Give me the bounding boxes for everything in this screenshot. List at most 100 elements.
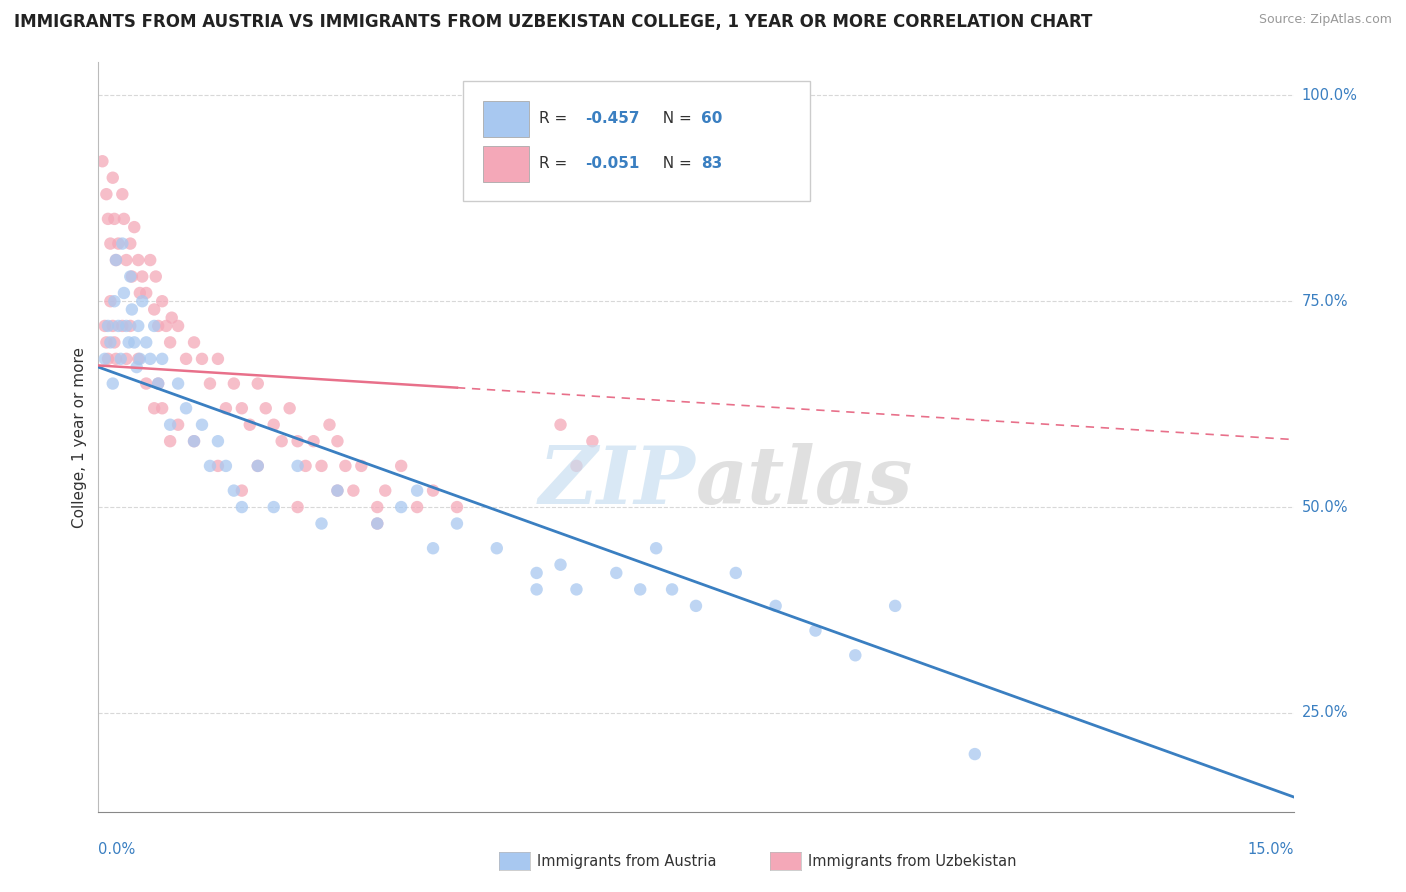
Text: N =: N =	[652, 156, 696, 171]
Point	[150, 401, 173, 416]
Point	[326, 434, 349, 449]
Point	[128, 285, 150, 300]
Point	[342, 483, 364, 498]
Point	[115, 253, 138, 268]
Point	[581, 434, 603, 449]
Point	[287, 458, 309, 473]
Point	[263, 417, 285, 432]
Point	[101, 376, 124, 391]
Point	[526, 566, 548, 580]
Point	[97, 351, 120, 366]
Point	[222, 483, 245, 498]
Point	[844, 648, 866, 663]
Text: 50.0%: 50.0%	[1302, 500, 1348, 515]
Point	[389, 500, 412, 514]
Point	[246, 458, 269, 473]
Point	[127, 351, 149, 366]
Text: atlas: atlas	[696, 443, 914, 521]
Text: 75.0%: 75.0%	[1302, 293, 1348, 309]
FancyBboxPatch shape	[463, 81, 810, 201]
Point	[311, 458, 333, 473]
Point	[884, 599, 907, 613]
Text: N =: N =	[652, 112, 696, 126]
FancyBboxPatch shape	[484, 145, 529, 182]
Point	[207, 458, 229, 473]
Point	[111, 236, 134, 251]
Point	[148, 376, 170, 391]
Text: 15.0%: 15.0%	[1247, 842, 1294, 857]
Text: IMMIGRANTS FROM AUSTRIA VS IMMIGRANTS FROM UZBEKISTAN COLLEGE, 1 YEAR OR MORE CO: IMMIGRANTS FROM AUSTRIA VS IMMIGRANTS FR…	[14, 13, 1092, 31]
Point	[645, 541, 668, 556]
Point	[135, 376, 157, 391]
Point	[302, 434, 325, 449]
Point	[374, 483, 396, 498]
Point	[661, 582, 683, 597]
Point	[422, 541, 444, 556]
Point	[143, 318, 166, 333]
Point	[278, 401, 301, 416]
Point	[263, 500, 285, 514]
Point	[167, 318, 190, 333]
Point	[526, 582, 548, 597]
Point	[91, 154, 114, 169]
Point	[350, 458, 373, 473]
Text: 0.0%: 0.0%	[98, 842, 135, 857]
Point	[270, 434, 292, 449]
Text: 83: 83	[700, 156, 723, 171]
Point	[118, 335, 141, 350]
Point	[231, 401, 253, 416]
Point	[124, 220, 146, 235]
Point	[104, 253, 127, 268]
Point	[98, 236, 122, 251]
Point	[103, 211, 125, 226]
Point	[565, 458, 588, 473]
Point	[287, 434, 309, 449]
Point	[101, 318, 124, 333]
Point	[145, 269, 167, 284]
Point	[446, 516, 468, 531]
Point	[239, 417, 262, 432]
Point	[104, 351, 127, 366]
Point	[366, 516, 388, 531]
Point	[107, 236, 129, 251]
Point	[335, 458, 357, 473]
Point	[131, 269, 153, 284]
Point	[143, 401, 166, 416]
Point	[135, 285, 157, 300]
Point	[160, 310, 183, 325]
Point	[128, 351, 150, 366]
Point	[565, 582, 588, 597]
Point	[94, 351, 117, 366]
Point	[111, 318, 134, 333]
Point	[605, 566, 627, 580]
Point	[765, 599, 787, 613]
Text: -0.457: -0.457	[585, 112, 640, 126]
Point	[139, 351, 162, 366]
Point	[111, 187, 134, 202]
Point	[191, 351, 214, 366]
Point	[422, 483, 444, 498]
Point	[103, 294, 125, 309]
Point	[207, 434, 229, 449]
Text: 100.0%: 100.0%	[1302, 88, 1358, 103]
Point	[127, 318, 149, 333]
Point	[103, 335, 125, 350]
Text: Source: ZipAtlas.com: Source: ZipAtlas.com	[1258, 13, 1392, 27]
Point	[222, 376, 245, 391]
Point	[231, 483, 253, 498]
Text: 60: 60	[700, 112, 723, 126]
Point	[104, 253, 127, 268]
Point	[143, 302, 166, 317]
Point	[121, 269, 143, 284]
Point	[231, 500, 253, 514]
Point	[215, 401, 238, 416]
Point	[97, 318, 120, 333]
Point	[254, 401, 277, 416]
Y-axis label: College, 1 year or more: College, 1 year or more	[72, 347, 87, 527]
Point	[550, 558, 572, 572]
Point	[120, 269, 142, 284]
Point	[311, 516, 333, 531]
Point	[174, 401, 197, 416]
Point	[183, 434, 205, 449]
Point	[366, 516, 388, 531]
